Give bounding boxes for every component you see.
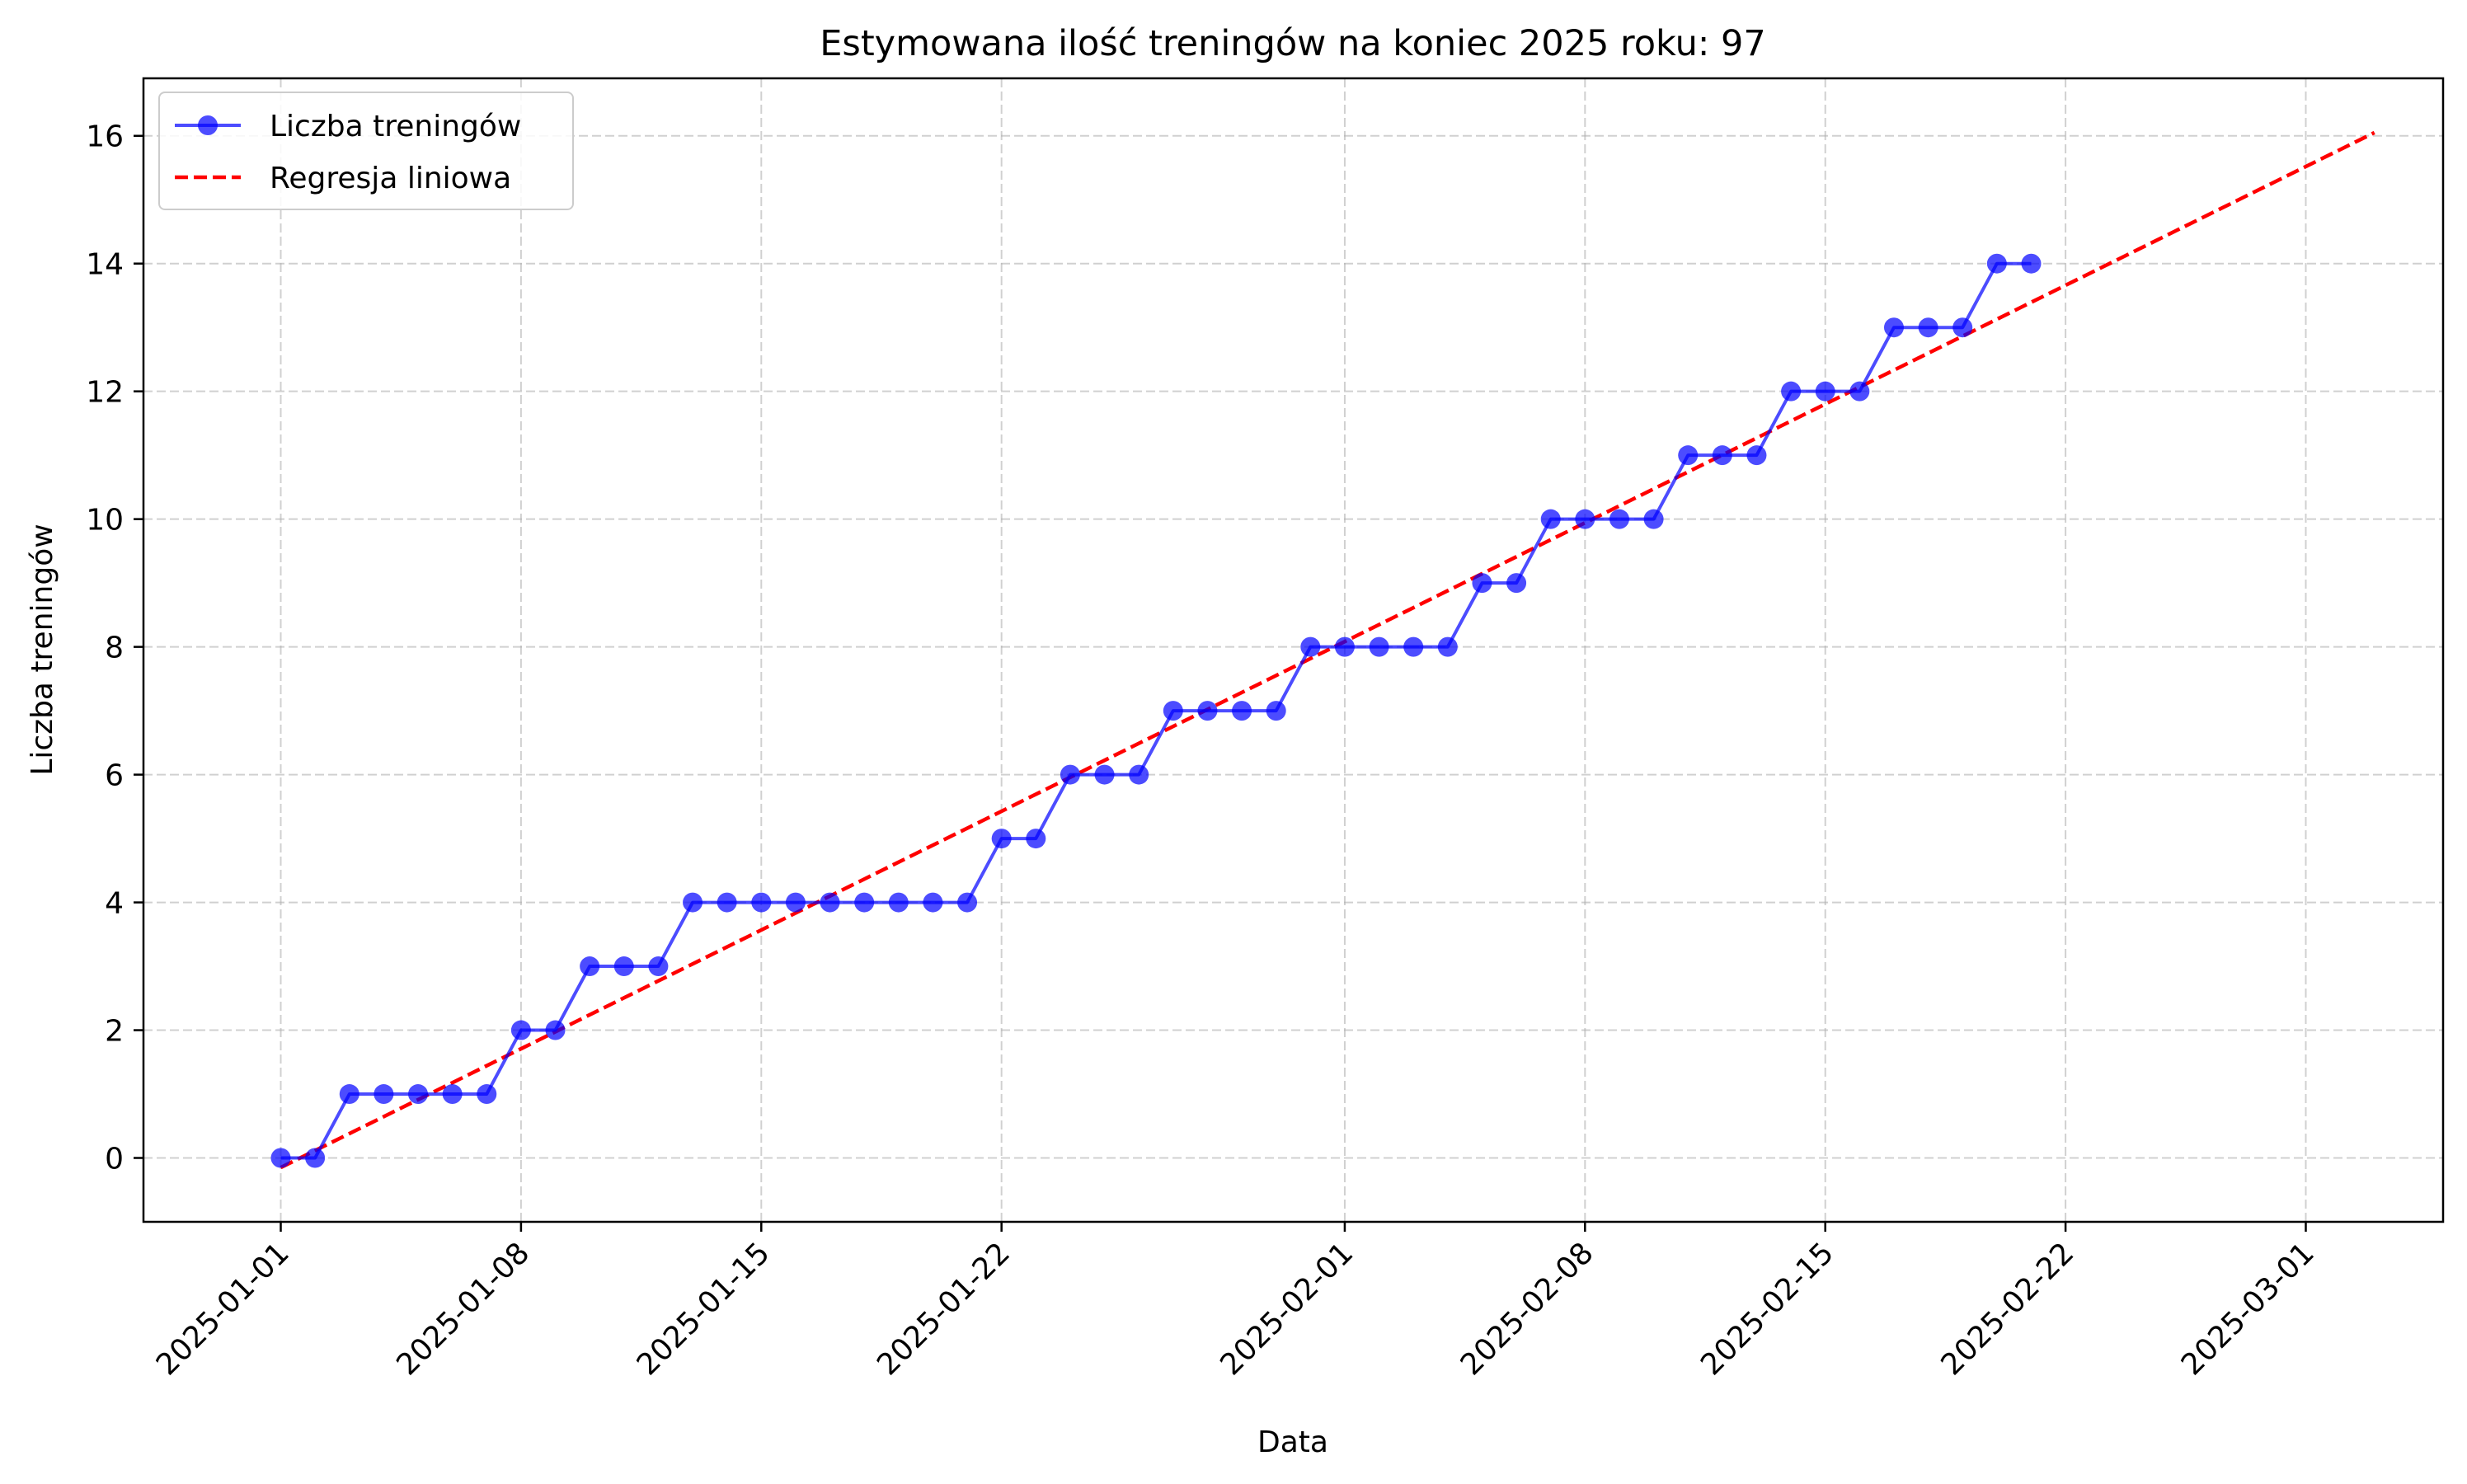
data-point — [580, 956, 600, 977]
data-point — [1197, 701, 1218, 721]
data-point — [1575, 509, 1595, 529]
data-point — [785, 892, 806, 913]
data-point — [1746, 445, 1767, 466]
regression-line — [280, 130, 2375, 1170]
data-point — [1883, 317, 1904, 338]
data-point — [545, 1020, 566, 1040]
data-point — [923, 892, 943, 913]
y-axis-ticks: 0 2 4 6 8 10 12 14 16 — [86, 120, 143, 1176]
data-point — [1849, 381, 1870, 402]
data-point — [1300, 636, 1321, 657]
data-point — [957, 892, 978, 913]
data-point — [510, 1020, 531, 1040]
data-point — [442, 1084, 463, 1105]
data-point — [648, 956, 669, 977]
data-point — [2021, 253, 2042, 274]
data-point — [1060, 764, 1080, 785]
data-point — [1266, 701, 1286, 721]
legend-label-regression: Regresja liniowa — [270, 162, 511, 195]
data-point — [1952, 317, 1973, 338]
data-point — [683, 892, 703, 913]
y-tick-label: 14 — [86, 248, 124, 282]
data-point — [991, 829, 1012, 849]
data-point — [1472, 573, 1492, 594]
y-tick-label: 6 — [105, 759, 124, 793]
y-tick-label: 4 — [105, 887, 124, 921]
legend: Liczba treningów Regresja liniowa — [158, 92, 574, 210]
data-point — [1815, 381, 1835, 402]
data-point — [477, 1084, 497, 1105]
data-point — [1918, 317, 1938, 338]
x-axis-title: Data — [1257, 1425, 1328, 1459]
data-point — [374, 1084, 394, 1105]
data-point — [1678, 445, 1699, 466]
y-tick-label: 10 — [86, 504, 124, 538]
data-point — [717, 892, 737, 913]
data-point — [888, 892, 909, 913]
data-point — [339, 1084, 359, 1105]
legend-marker-training — [198, 115, 218, 135]
data-point — [1643, 509, 1664, 529]
data-point — [1712, 445, 1732, 466]
data-point — [1094, 764, 1115, 785]
data-point — [305, 1148, 326, 1168]
y-tick-label: 12 — [86, 376, 124, 410]
data-point — [1986, 253, 2007, 274]
data-point — [1026, 829, 1046, 849]
y-axis-title: Liczba treningów — [26, 524, 59, 775]
data-point — [1403, 636, 1424, 657]
data-point — [1369, 636, 1389, 657]
data-point — [751, 892, 772, 913]
data-point — [1334, 636, 1355, 657]
data-point — [1609, 509, 1629, 529]
data-point — [1540, 509, 1561, 529]
legend-label-training: Liczba treningów — [270, 110, 521, 143]
regression-series — [280, 130, 2375, 1170]
data-point — [613, 956, 634, 977]
chart-title: Estymowana ilość treningów na koniec 202… — [820, 23, 1765, 64]
data-point — [1129, 764, 1149, 785]
data-point — [854, 892, 875, 913]
legend-box — [158, 92, 574, 210]
y-tick-label: 8 — [105, 632, 124, 665]
plot-frame — [142, 77, 2445, 1223]
data-point — [408, 1084, 429, 1105]
data-point — [1232, 701, 1252, 721]
training-count-series — [270, 253, 2042, 1168]
data-point — [1781, 381, 1802, 402]
y-tick-label: 0 — [105, 1143, 124, 1176]
data-point — [1163, 701, 1183, 721]
data-point — [1506, 573, 1527, 594]
data-point — [270, 1148, 291, 1168]
data-point — [820, 892, 840, 913]
y-tick-label: 2 — [105, 1015, 124, 1049]
y-tick-label: 16 — [86, 120, 124, 154]
training-count-line — [280, 261, 2032, 1160]
data-point — [1437, 636, 1458, 657]
